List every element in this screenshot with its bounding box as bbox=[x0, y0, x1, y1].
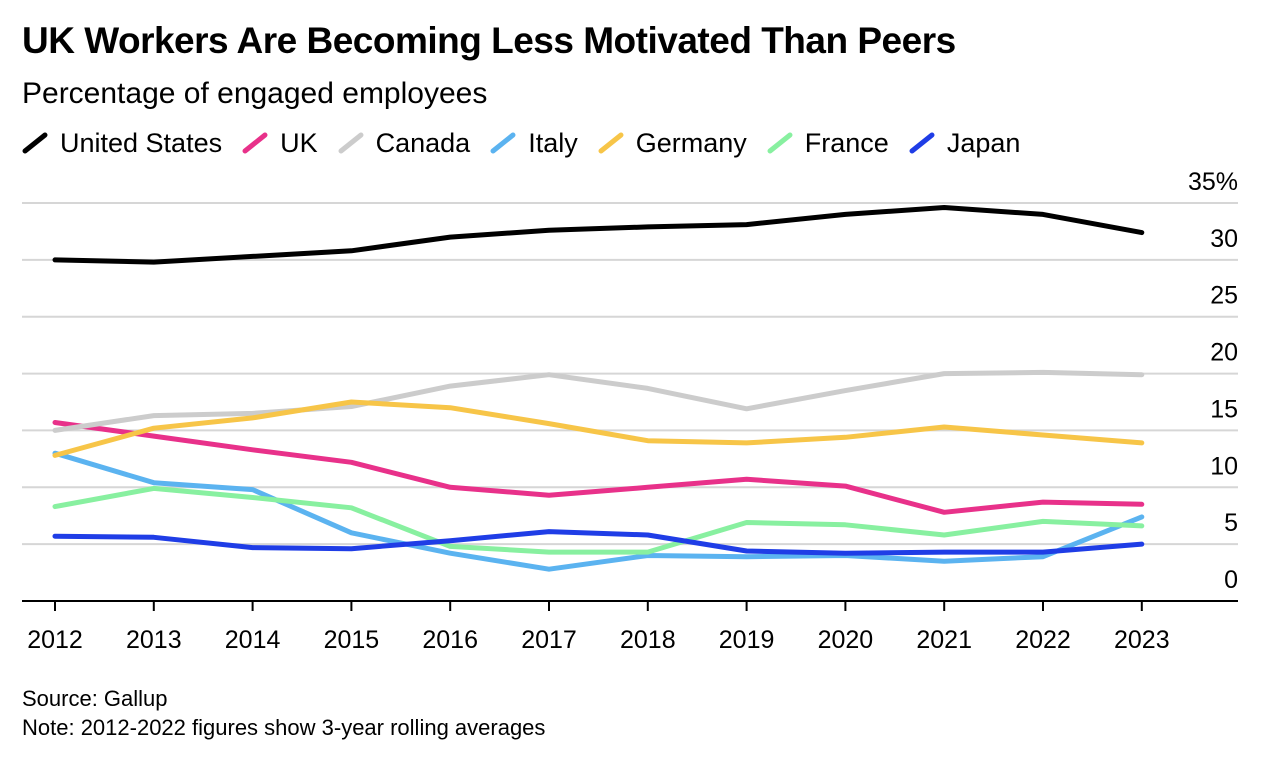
legend-item-japan: Japan bbox=[909, 127, 1021, 159]
y-tick-label: 15 bbox=[1210, 395, 1238, 423]
legend-item-uk: UK bbox=[242, 128, 318, 159]
legend-item-germany: Germany bbox=[598, 128, 747, 159]
series-line-france bbox=[52, 485, 1145, 555]
legend-swatch-icon bbox=[22, 132, 48, 154]
x-tick-label: 2017 bbox=[521, 626, 577, 654]
legend-swatch-icon bbox=[767, 132, 793, 154]
x-tick-label: 2012 bbox=[27, 626, 83, 654]
y-tick-label: 35% bbox=[1188, 168, 1238, 196]
chart-legend: United States UK Canada Italy Germany France J… bbox=[22, 126, 1040, 160]
y-tick-label: 25 bbox=[1210, 282, 1238, 310]
legend-item-canada: Canada bbox=[338, 127, 471, 159]
legend-item-italy: Italy bbox=[490, 128, 578, 159]
legend-label: Japan bbox=[946, 127, 1021, 158]
x-tick-label: 2014 bbox=[225, 626, 281, 654]
line-chart: 0 5 10 15 20 25 30 35% 2012 2013 2014 2015 2016 2017 2… bbox=[22, 168, 1238, 654]
x-tick-label: 2016 bbox=[422, 626, 478, 654]
x-tick-label: 2015 bbox=[324, 626, 380, 654]
x-tick-label: 2018 bbox=[620, 626, 676, 654]
legend-label: Canada bbox=[375, 127, 471, 158]
legend-swatch-icon bbox=[338, 132, 364, 154]
source-note: Source: Gallup bbox=[22, 686, 168, 711]
x-tick-label: 2023 bbox=[1114, 626, 1170, 654]
x-tick-label: 2022 bbox=[1015, 626, 1071, 654]
legend-item-france: France bbox=[767, 128, 889, 159]
chart-subtitle: Percentage of engaged employees bbox=[22, 77, 488, 110]
legend-item-united-states: United States bbox=[22, 128, 222, 159]
legend-label: UK bbox=[280, 127, 318, 158]
series-line-japan bbox=[52, 529, 1145, 556]
chart-title: UK Workers Are Becoming Less Motivated T… bbox=[22, 20, 956, 61]
x-tick-label: 2021 bbox=[916, 626, 972, 654]
chart-footer: Source: Gallup Note: 2012-2022 figures s… bbox=[22, 684, 545, 742]
y-tick-label: 0 bbox=[1224, 566, 1238, 594]
series-line-canada bbox=[52, 369, 1145, 433]
legend-swatch-icon bbox=[598, 132, 624, 154]
x-tick-label: 2020 bbox=[818, 626, 874, 654]
series-line-italy bbox=[52, 450, 1145, 572]
legend-swatch-icon bbox=[490, 132, 516, 154]
y-tick-label: 10 bbox=[1210, 452, 1238, 480]
legend-swatch-icon bbox=[909, 132, 935, 154]
methodology-note: Note: 2012-2022 figures show 3-year roll… bbox=[22, 715, 546, 740]
x-tick-label: 2019 bbox=[719, 626, 775, 654]
legend-label: Germany bbox=[635, 127, 747, 158]
series-line-uk bbox=[52, 420, 1145, 515]
series-line-germany bbox=[52, 399, 1145, 458]
y-tick-label: 20 bbox=[1210, 339, 1238, 367]
y-tick-label: 30 bbox=[1210, 225, 1238, 253]
legend-swatch-icon bbox=[242, 132, 268, 154]
x-tick-label: 2013 bbox=[126, 626, 182, 654]
legend-label: United States bbox=[60, 127, 223, 158]
series-line-united-states bbox=[52, 205, 1145, 265]
legend-label: France bbox=[804, 127, 889, 158]
y-tick-label: 5 bbox=[1224, 509, 1238, 537]
legend-label: Italy bbox=[528, 127, 578, 158]
